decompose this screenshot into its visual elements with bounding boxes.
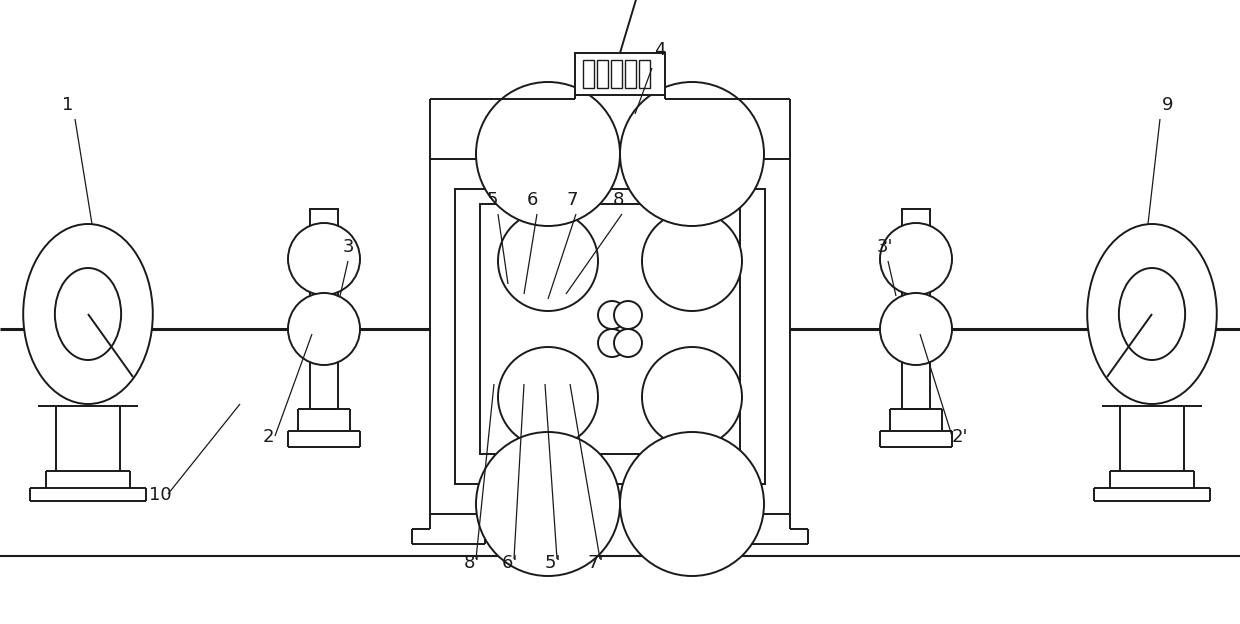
Text: 10: 10 (149, 486, 171, 504)
Text: 6: 6 (526, 191, 538, 209)
Bar (310, 209, 339, 409)
Text: 5': 5' (544, 554, 562, 572)
Text: 8': 8' (464, 554, 480, 572)
Text: 8: 8 (613, 191, 624, 209)
Text: 4: 4 (655, 41, 666, 59)
Bar (455, 189, 765, 484)
Circle shape (498, 347, 598, 447)
Circle shape (880, 223, 952, 295)
Text: 9: 9 (1162, 96, 1174, 114)
Bar (596, 60, 608, 88)
Bar (583, 60, 594, 88)
Bar (901, 209, 930, 409)
Bar (575, 53, 665, 95)
Circle shape (620, 82, 764, 226)
Circle shape (642, 211, 742, 311)
Circle shape (598, 329, 626, 357)
Ellipse shape (1118, 268, 1185, 360)
Bar (611, 60, 622, 88)
Text: 1: 1 (62, 96, 73, 114)
Ellipse shape (24, 224, 153, 404)
Text: 6': 6' (502, 554, 518, 572)
Circle shape (642, 347, 742, 447)
Circle shape (614, 329, 642, 357)
Text: 3': 3' (877, 238, 893, 256)
Circle shape (620, 432, 764, 576)
Bar (639, 60, 650, 88)
Ellipse shape (55, 268, 122, 360)
Circle shape (498, 211, 598, 311)
Text: 2': 2' (952, 428, 968, 446)
Circle shape (880, 293, 952, 365)
Text: 7': 7' (588, 554, 604, 572)
Bar (430, 159, 790, 514)
Text: 5: 5 (486, 191, 497, 209)
Circle shape (476, 82, 620, 226)
Ellipse shape (1087, 224, 1216, 404)
Circle shape (614, 301, 642, 329)
Circle shape (288, 293, 360, 365)
Text: 3: 3 (342, 238, 353, 256)
Circle shape (476, 432, 620, 576)
Text: 2: 2 (262, 428, 274, 446)
Circle shape (288, 223, 360, 295)
Text: 7: 7 (567, 191, 578, 209)
Bar (480, 204, 740, 454)
Bar (625, 60, 636, 88)
Circle shape (598, 301, 626, 329)
